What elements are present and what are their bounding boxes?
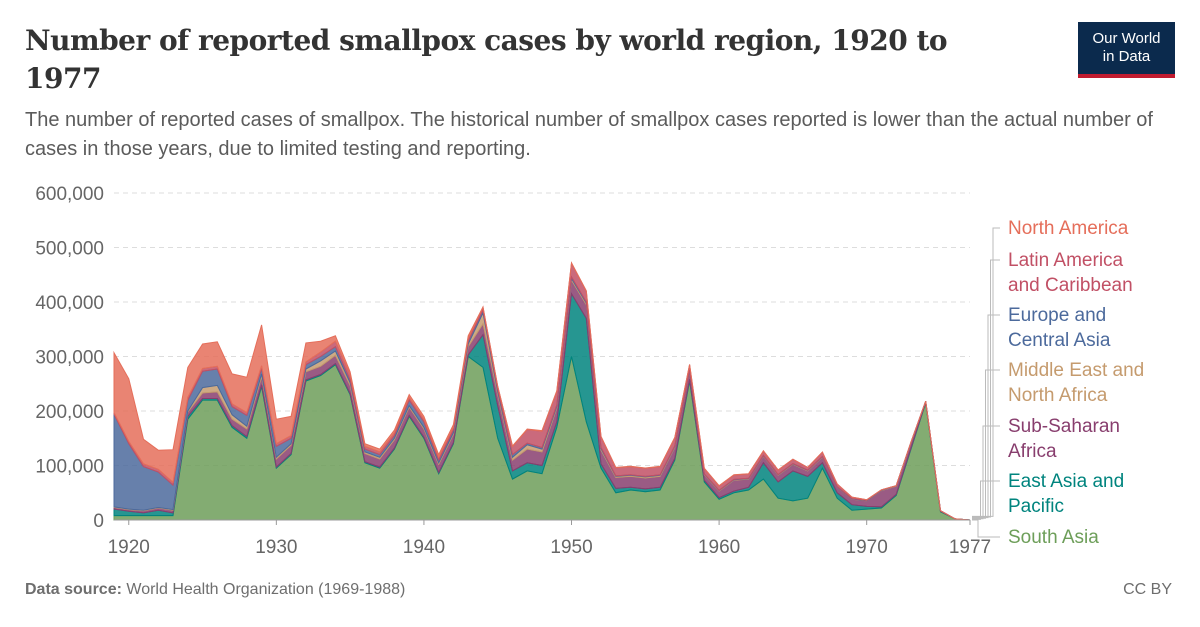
legend-label-line: North Africa <box>1008 385 1108 406</box>
logo-line-2: in Data <box>1102 48 1151 65</box>
legend-item-middle-east-and-north-africa[interactable]: Middle East and North Africa <box>972 360 1144 519</box>
legend-connector <box>972 227 1000 517</box>
y-axis: 0 100,000 200,000 300,000 400,000 500,000 600,… <box>35 184 104 532</box>
x-tick-label: 1930 <box>255 537 297 558</box>
x-tick-label: 1920 <box>108 537 150 558</box>
logo-line-1: Our World <box>1092 30 1161 47</box>
x-tick-label: 1940 <box>403 537 445 558</box>
data-source: Data source: World Health Organization (… <box>25 581 405 599</box>
legend-label-line: North America <box>1008 218 1129 239</box>
legend-label-line: Sub-Saharan <box>1008 416 1120 437</box>
legend-label[interactable]: Middle East and North Africa <box>1008 360 1144 406</box>
legend-item-europe-and-central-asia[interactable]: Europe and Central Asia <box>972 305 1111 519</box>
legend-label[interactable]: Sub-Saharan Africa <box>1008 416 1120 462</box>
legend[interactable]: South Asia East Asia and Pacific Sub-Sahara… <box>972 218 1144 548</box>
legend-label-line: South Asia <box>1008 527 1099 548</box>
chart-subtitle: The number of reported cases of smallpox… <box>25 109 1153 160</box>
y-tick-label: 300,000 <box>35 348 104 369</box>
y-tick-label: 200,000 <box>35 402 104 423</box>
legend-item-latin-america-and-caribbean[interactable]: Latin America and Caribbean <box>972 250 1133 518</box>
legend-label-line: Africa <box>1008 441 1057 462</box>
legend-label[interactable]: Europe and Central Asia <box>1008 305 1111 351</box>
series-areas[interactable] <box>113 261 971 521</box>
legend-label-line: East Asia and <box>1008 471 1124 492</box>
legend-connector <box>972 519 1000 538</box>
license-link[interactable]: CC BY <box>1123 581 1172 598</box>
x-tick-label: 1970 <box>846 537 888 558</box>
legend-label[interactable]: North America <box>1008 218 1129 239</box>
y-tick-label: 100,000 <box>35 457 104 478</box>
legend-connector <box>972 369 1000 519</box>
x-tick-label: 1960 <box>698 537 740 558</box>
legend-label[interactable]: Latin America and Caribbean <box>1008 250 1133 296</box>
owid-logo[interactable]: Our World in Data <box>1078 22 1175 78</box>
data-source-text[interactable]: World Health Organization (1969-1988) <box>126 581 406 598</box>
legend-label-line: Central Asia <box>1008 330 1111 351</box>
legend-label-line: Latin America <box>1008 250 1124 271</box>
legend-item-north-america[interactable]: North America <box>972 218 1129 517</box>
chart-title: Number of reported smallpox cases by wor… <box>25 24 948 95</box>
area-north-america[interactable] <box>113 261 971 521</box>
y-tick-label: 0 <box>93 511 104 532</box>
legend-connector <box>972 314 1000 519</box>
legend-label[interactable]: East Asia and Pacific <box>1008 471 1124 517</box>
legend-item-east-asia-and-pacific[interactable]: East Asia and Pacific <box>972 471 1124 520</box>
legend-label-line: and Caribbean <box>1008 275 1133 296</box>
legend-connector <box>972 425 1000 520</box>
legend-item-south-asia[interactable]: South Asia <box>972 519 1099 548</box>
legend-label-line: Pacific <box>1008 496 1064 517</box>
data-source-label: Data source: <box>25 581 122 598</box>
y-tick-label: 600,000 <box>35 184 104 205</box>
x-tick-label: 1950 <box>550 537 592 558</box>
legend-connector <box>972 259 1000 518</box>
legend-item-sub-saharan-africa[interactable]: Sub-Saharan Africa <box>972 416 1120 520</box>
legend-label-line: Middle East and <box>1008 360 1144 381</box>
y-tick-label: 400,000 <box>35 293 104 314</box>
y-tick-label: 500,000 <box>35 239 104 260</box>
legend-label-line: Europe and <box>1008 305 1106 326</box>
x-axis: 1920 1930 1940 1950 1960 1970 1977 <box>108 519 991 558</box>
stacked-area-chart: 1920 1930 1940 1950 1960 1970 1977 0 100,000 200… <box>35 184 1144 558</box>
x-tick-label: 1977 <box>949 537 991 558</box>
legend-label[interactable]: South Asia <box>1008 527 1099 548</box>
